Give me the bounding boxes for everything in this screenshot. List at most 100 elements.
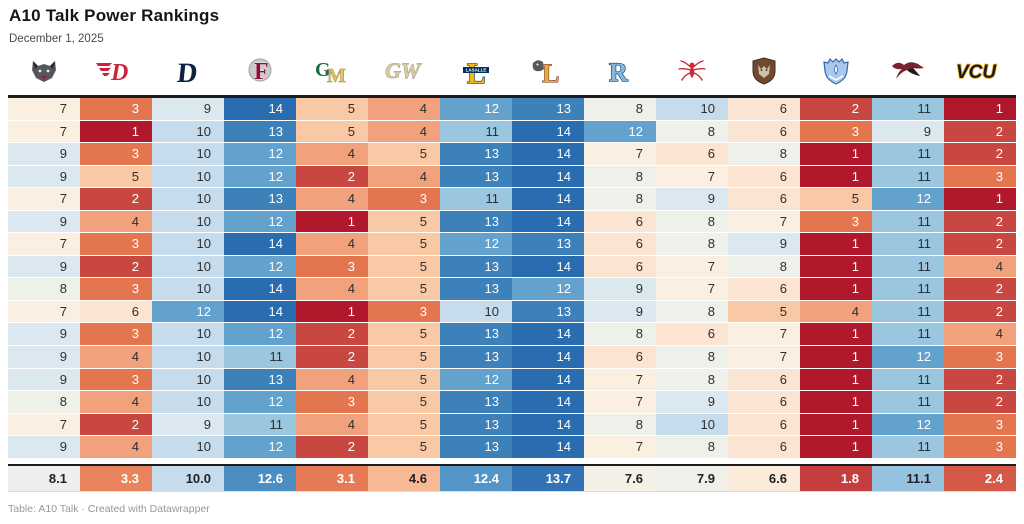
rank-cell: 12 [224,323,296,347]
average-cell: 11.1 [872,466,944,491]
average-cell: 12.4 [440,466,512,491]
rank-cell: 12 [584,120,656,144]
rank-cell: 1 [296,300,368,324]
rank-cell: 13 [440,323,512,347]
rank-cell: 8 [728,143,800,166]
rank-cell: 9 [8,255,80,279]
rank-cell: 3 [80,278,152,301]
rank-cell: 8 [584,98,656,121]
rank-cell: 12 [440,233,512,256]
rank-cell: 12 [224,391,296,414]
rank-cell: 14 [224,98,296,121]
rank-cell: 8 [728,255,800,279]
rank-cell: 14 [512,413,584,437]
rank-cell: 7 [656,165,728,189]
rank-cell: 11 [872,391,944,414]
average-cell: 4.6 [368,466,440,491]
rank-cell: 13 [440,143,512,166]
datawrapper-credit-link[interactable]: Created with Datawrapper [87,503,210,515]
rank-cell: 11 [224,346,296,369]
rank-cell: 10 [656,98,728,121]
rank-cell: 10 [152,233,224,256]
rank-cell: 7 [584,391,656,414]
rank-cell: 10 [152,368,224,392]
rank-cell: 6 [584,233,656,256]
svg-text:R: R [609,58,628,85]
rank-cell: 10 [656,413,728,437]
rank-cell: 14 [512,436,584,459]
column-header-saint-josephs [872,55,944,92]
rank-cell: 5 [368,233,440,256]
rank-cell: 10 [152,255,224,279]
svg-text:D: D [176,58,199,85]
dayton-logo-icon: D [96,58,136,89]
rank-cell: 6 [728,278,800,301]
rank-cell: 11 [872,323,944,347]
rank-cell: 6 [728,413,800,437]
rank-cell: 11 [224,413,296,437]
team-logo-header-row: DDFGMGWLLASALLELRVCU [8,55,1016,92]
rank-cell: 6 [584,210,656,234]
loyola-chicago-logo-icon: L [531,57,565,90]
rank-cell: 2 [944,368,1016,392]
rank-cell: 1 [800,391,872,414]
vcu-logo-icon: VCU [953,59,1007,88]
svg-text:D: D [110,60,128,84]
george-washington-logo-icon: GW [383,58,425,89]
average-cell: 2.4 [944,466,1016,491]
rank-cell: 11 [872,278,944,301]
column-header-st-bonaventure [728,55,800,92]
rank-cell: 1 [944,98,1016,121]
svg-text:L: L [467,59,486,86]
rank-cell: 9 [728,233,800,256]
rank-cell: 8 [656,210,728,234]
rank-cell: 7 [8,413,80,437]
column-header-saint-louis [800,55,872,92]
rank-cell: 6 [728,165,800,189]
rank-cell: 13 [440,346,512,369]
rank-cell: 7 [728,210,800,234]
page-title: A10 Talk Power Rankings [9,6,220,25]
rank-cell: 4 [80,391,152,414]
rank-cell: 3 [80,98,152,121]
rank-cell: 14 [512,210,584,234]
rank-cell: 12 [224,165,296,189]
rank-cell: 11 [872,300,944,324]
rank-cell: 3 [368,188,440,211]
rank-cell: 2 [944,278,1016,301]
rank-cell: 2 [944,120,1016,144]
average-cell: 7.6 [584,466,656,491]
rank-cell: 8 [8,391,80,414]
rank-cell: 4 [80,346,152,369]
rank-cell: 7 [8,300,80,324]
rank-cell: 9 [152,413,224,437]
svg-text:M: M [327,65,346,85]
rank-cell: 9 [8,210,80,234]
svg-text:F: F [254,59,269,85]
rank-cell: 7 [8,120,80,144]
rank-cell: 12 [224,210,296,234]
rank-cell: 10 [152,391,224,414]
rank-cell: 12 [512,278,584,301]
rank-cell: 2 [944,143,1016,166]
rank-cell: 6 [728,120,800,144]
rank-cell: 7 [8,188,80,211]
rank-cell: 8 [584,165,656,189]
rank-cell: 14 [512,120,584,144]
rank-cell: 4 [368,120,440,144]
rank-cell: 1 [800,323,872,347]
rank-cell: 11 [872,165,944,189]
rank-cell: 14 [512,143,584,166]
rank-cell: 5 [368,391,440,414]
header-rule [8,95,1016,98]
rank-cell: 12 [872,188,944,211]
rank-cell: 13 [440,436,512,459]
rank-cell: 13 [440,210,512,234]
rank-cell: 11 [872,143,944,166]
rank-cell: 10 [152,210,224,234]
source-link[interactable]: A10 Talk [38,503,79,515]
rank-cell: 4 [296,368,368,392]
rank-cell: 8 [656,233,728,256]
rank-cell: 5 [368,210,440,234]
